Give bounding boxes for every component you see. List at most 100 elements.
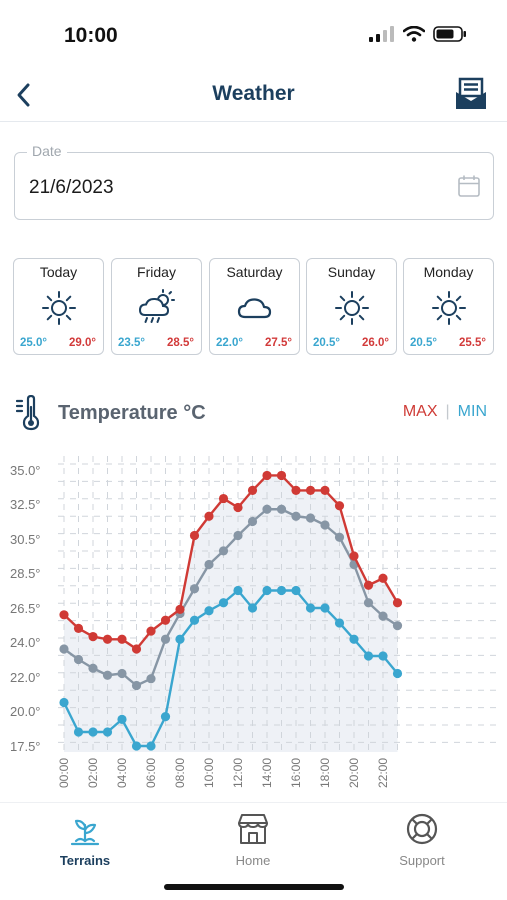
day-card-today[interactable]: Today 25.0° 29.0° — [13, 258, 104, 355]
data-point — [320, 603, 330, 613]
x-tick-label: 10:00 — [202, 758, 216, 788]
data-point — [392, 668, 403, 679]
forecast-row: Today 25.0° 29.0° Friday — [13, 258, 495, 355]
date-field[interactable]: Date 21/6/2023 — [14, 143, 494, 220]
data-point — [320, 485, 330, 495]
temperature-title: Temperature °C — [58, 402, 206, 424]
cloud-rain-sun-icon — [138, 289, 175, 323]
page-title: Weather — [212, 82, 295, 105]
y-tick-label: 26.5° — [10, 601, 41, 616]
x-tick-label: 12:00 — [231, 758, 245, 788]
data-point — [291, 585, 301, 596]
day-card-friday[interactable]: Friday 23.5° 28.5° — [111, 258, 202, 355]
day-min-temp: 20.5° — [410, 337, 437, 349]
data-point — [363, 651, 374, 661]
data-point — [334, 532, 345, 542]
tab-support[interactable]: Support — [362, 811, 482, 868]
status-time: 10:00 — [64, 24, 118, 47]
cloud-icon — [237, 298, 271, 319]
sun-icon — [41, 291, 76, 325]
data-point — [131, 741, 142, 751]
legend-separator: | — [445, 403, 450, 420]
data-point — [276, 504, 287, 514]
day-card-sunday[interactable]: Sunday 20.5° 26.0° — [306, 258, 397, 355]
data-point — [175, 634, 185, 644]
y-tick-label: 30.5° — [10, 532, 41, 547]
data-point — [73, 654, 84, 665]
sun-icon — [334, 291, 369, 325]
data-point — [102, 670, 113, 680]
day-max-temp: 27.5° — [265, 337, 292, 349]
y-tick-label: 20.0° — [10, 704, 41, 719]
data-point — [146, 674, 156, 684]
data-point — [247, 485, 258, 495]
data-point — [102, 727, 113, 737]
data-point — [363, 580, 374, 590]
data-point — [291, 511, 301, 521]
data-point — [204, 511, 214, 521]
y-tick-label: 32.5° — [10, 497, 41, 512]
data-point — [117, 634, 127, 644]
calendar-icon[interactable] — [457, 174, 481, 198]
tab-label: Home — [235, 853, 271, 868]
data-point — [392, 598, 403, 608]
day-max-temp: 28.5° — [167, 337, 194, 349]
day-min-temp: 23.5° — [118, 337, 145, 349]
x-tick-label: 04:00 — [115, 758, 129, 788]
data-point — [233, 502, 243, 513]
data-point — [73, 727, 84, 737]
message-button[interactable] — [453, 76, 489, 112]
chart-legend: MAX | MIN — [403, 403, 487, 421]
x-tick-label: 22:00 — [376, 758, 390, 788]
data-point — [291, 485, 301, 495]
y-tick-label: 22.0° — [10, 670, 41, 685]
data-point — [189, 584, 200, 594]
y-tick-label: 28.5° — [10, 566, 41, 581]
day-card-saturday[interactable]: Saturday 22.0° 27.5° — [209, 258, 300, 355]
signal-icon — [369, 26, 394, 42]
y-tick-label: 24.0° — [10, 635, 41, 650]
data-point — [204, 559, 214, 570]
data-point — [247, 516, 258, 527]
data-point — [392, 621, 403, 631]
data-point — [102, 634, 113, 644]
tab-home[interactable]: Home — [193, 811, 313, 868]
date-field-label: Date — [27, 143, 67, 159]
data-point — [305, 513, 316, 523]
chevron-left-icon — [17, 83, 30, 107]
plant-icon — [70, 819, 100, 846]
nav-header: Weather — [0, 70, 507, 122]
data-point — [276, 585, 287, 596]
status-bar: 10:00 — [0, 0, 507, 70]
data-point — [73, 623, 84, 633]
day-name: Today — [39, 264, 78, 280]
x-tick-label: 16:00 — [289, 758, 303, 788]
data-point — [59, 697, 69, 708]
data-point — [175, 604, 185, 614]
day-min-temp: 25.0° — [20, 337, 47, 349]
day-name: Sunday — [327, 264, 376, 280]
x-tick-label: 02:00 — [86, 758, 100, 788]
data-point — [378, 573, 388, 583]
data-point — [160, 615, 171, 625]
data-point — [334, 618, 345, 628]
data-point — [88, 727, 98, 737]
back-button[interactable] — [10, 80, 40, 110]
data-point — [378, 651, 388, 661]
wifi-icon — [403, 26, 425, 42]
data-point — [117, 714, 127, 724]
data-point — [189, 530, 200, 541]
day-name: Saturday — [226, 264, 283, 280]
tab-terrains[interactable]: Terrains — [25, 811, 145, 868]
chart-area-fill — [64, 475, 398, 752]
data-point — [117, 668, 127, 679]
legend-min: MIN — [457, 403, 487, 420]
data-point — [305, 603, 316, 613]
data-point — [59, 610, 69, 620]
lifebuoy-icon — [406, 813, 438, 845]
data-point — [160, 634, 171, 644]
data-point — [131, 644, 142, 654]
day-name: Monday — [423, 264, 474, 280]
x-tick-label: 06:00 — [144, 758, 158, 788]
day-card-monday[interactable]: Monday 20.5° 25.5° — [403, 258, 494, 355]
